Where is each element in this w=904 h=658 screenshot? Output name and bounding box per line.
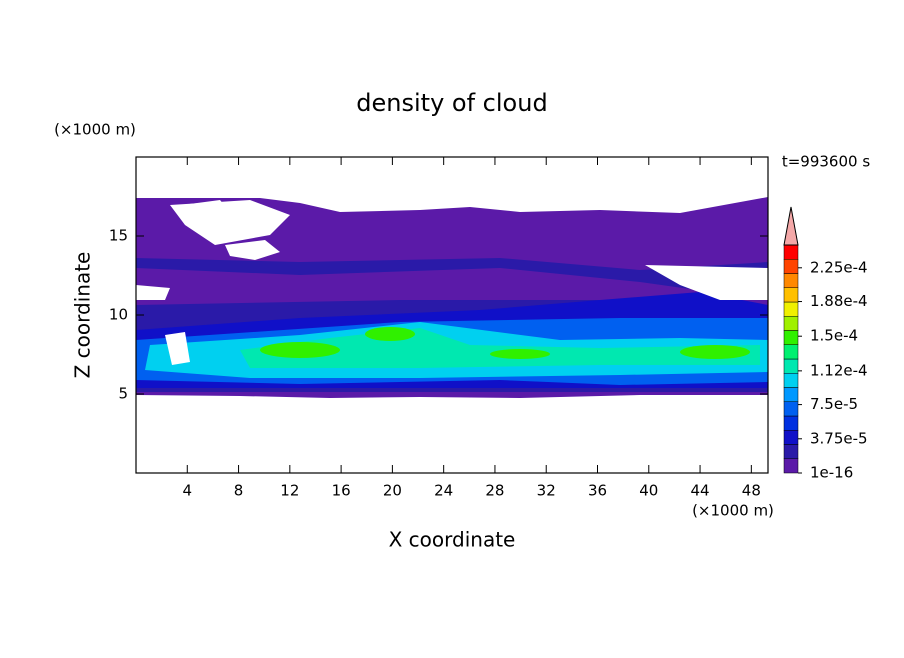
contour-region — [365, 327, 415, 341]
y-tick-label: 10 — [109, 306, 128, 324]
x-tick-label: 32 — [537, 482, 556, 500]
colorbar-band — [783, 358, 799, 374]
colorbar-band — [783, 316, 799, 331]
colorbar-tick-label: 1e-16 — [810, 464, 853, 482]
chart-title: density of cloud — [356, 89, 547, 117]
colorbar-band — [783, 444, 799, 459]
y-tick-label: 15 — [109, 227, 128, 245]
colorbar-band — [783, 458, 799, 474]
colorbar-band — [783, 287, 799, 303]
colorbar-tick-label: 1.88e-4 — [810, 292, 868, 310]
contour-region — [680, 345, 750, 359]
empty-region — [136, 285, 170, 300]
x-tick-label: 24 — [434, 482, 453, 500]
colorbar-tick-label: 7.5e-5 — [810, 395, 858, 413]
x-tick-label: 4 — [183, 482, 193, 500]
colorbar-band — [783, 401, 799, 417]
empty-region — [182, 200, 230, 215]
x-axis-label: X coordinate — [389, 528, 516, 552]
empty-region — [225, 240, 280, 260]
y-axis-label: Z coordinate — [71, 252, 95, 379]
x-tick-label: 28 — [485, 482, 504, 500]
empty-region — [645, 265, 768, 300]
x-unit: (×1000 m) — [692, 502, 774, 520]
x-tick-label: 48 — [742, 482, 761, 500]
colorbar-tick-label: 1.12e-4 — [810, 361, 868, 379]
y-tick-label: 5 — [118, 385, 128, 403]
colorbar-band — [783, 259, 799, 274]
time-annotation: t=993600 s — [782, 153, 870, 171]
x-tick-label: 36 — [588, 482, 607, 500]
colorbar-band — [783, 373, 799, 388]
contour-region — [260, 342, 340, 358]
y-unit: (×1000 m) — [54, 121, 136, 139]
x-tick-label: 8 — [234, 482, 244, 500]
colorbar-tick-label: 2.25e-4 — [810, 258, 868, 276]
x-tick-label: 16 — [332, 482, 351, 500]
colorbar-band — [783, 301, 799, 317]
x-tick-label: 40 — [639, 482, 658, 500]
x-tick-label: 20 — [383, 482, 402, 500]
empty-region — [165, 332, 190, 365]
x-tick-label: 12 — [280, 482, 299, 500]
colorbar-band — [783, 430, 799, 445]
colorbar-band — [783, 273, 799, 288]
colorbar-tick-label: 1.5e-4 — [810, 327, 858, 345]
colorbar-band — [783, 387, 799, 402]
contour-region — [490, 349, 550, 359]
colorbar-tick-label: 3.75e-5 — [810, 429, 868, 447]
colorbar-extend — [783, 206, 799, 246]
colorbar-band — [783, 244, 799, 260]
colorbar-band — [783, 330, 799, 345]
x-tick-label: 44 — [691, 482, 710, 500]
colorbar-band — [783, 415, 799, 431]
colorbar-band — [783, 344, 799, 360]
